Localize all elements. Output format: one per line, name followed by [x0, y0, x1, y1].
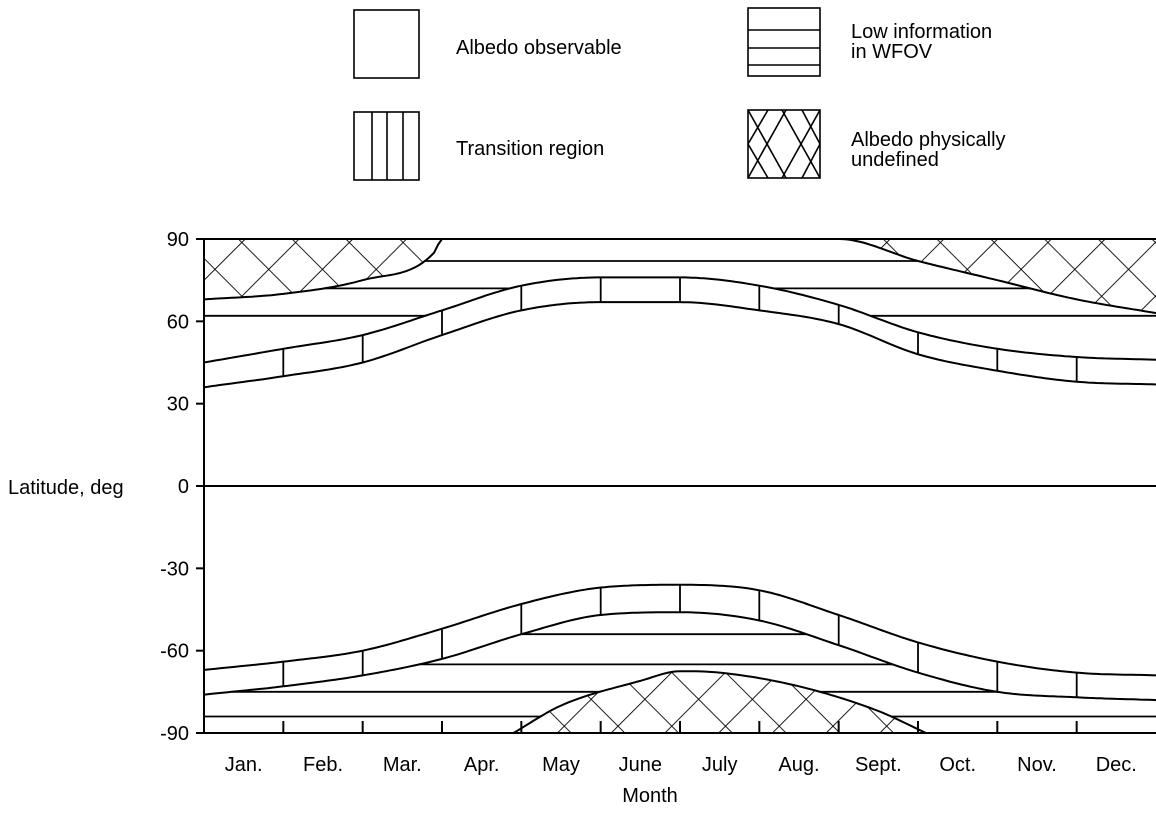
- plot-area: [204, 239, 1156, 733]
- x-tick-label: Oct.: [939, 754, 976, 776]
- legend-label-undefined-line1: Albedo physically: [851, 129, 1006, 151]
- y-tick-label: -90: [160, 723, 189, 745]
- y-tick-label: -30: [160, 558, 189, 580]
- legend-label-undefined: Albedo physically undefined: [851, 129, 1011, 171]
- x-tick-label: July: [702, 754, 738, 776]
- legend-label-low-info: Low information in WFOV: [851, 21, 998, 63]
- x-tick-label: Nov.: [1017, 754, 1057, 776]
- x-tick-label: May: [542, 754, 580, 776]
- x-tick-label: Apr.: [464, 754, 500, 776]
- legend-swatch-undefined: [747, 109, 821, 179]
- legend-swatch-low-info: [747, 7, 821, 77]
- y-axis: 90 60 30 0 -30 -60 -90: [160, 229, 204, 745]
- north-undefined-boundary: [204, 239, 1156, 315]
- x-tick-label: Dec.: [1096, 754, 1137, 776]
- south-undefined-boundary: [512, 670, 927, 733]
- y-tick-label: 90: [167, 229, 189, 251]
- legend-label-undefined-line2: undefined: [851, 149, 939, 171]
- legend-swatch-observable: [353, 9, 420, 79]
- y-tick-label: -60: [160, 641, 189, 663]
- y-axis-label: Latitude, deg: [8, 477, 124, 499]
- x-axis: Jan. Feb. Mar. Apr. May June July Aug. Sept. Oct.…: [225, 721, 1137, 776]
- north-undefined-region: [204, 239, 1156, 314]
- x-tick-label: June: [619, 754, 662, 776]
- x-axis-label: Month: [622, 785, 678, 807]
- y-tick-label: 30: [167, 394, 189, 416]
- south-undefined-region: [513, 671, 926, 733]
- legend-label-transition: Transition region: [456, 138, 604, 160]
- x-tick-label: Aug.: [778, 754, 819, 776]
- legend-label-low-info-line1: Low information: [851, 21, 992, 43]
- y-tick-label: 60: [167, 311, 189, 333]
- x-tick-label: Sept.: [855, 754, 902, 776]
- y-tick-label: 0: [178, 476, 189, 498]
- legend-label-low-info-line2: in WFOV: [851, 41, 933, 63]
- x-tick-label: Jan.: [225, 754, 263, 776]
- x-tick-label: Feb.: [303, 754, 343, 776]
- x-tick-label: Mar.: [383, 754, 422, 776]
- legend: Albedo observable Low information in WFO…: [353, 7, 1011, 181]
- legend-label-observable: Albedo observable: [456, 37, 622, 59]
- legend-swatch-transition: [353, 111, 420, 181]
